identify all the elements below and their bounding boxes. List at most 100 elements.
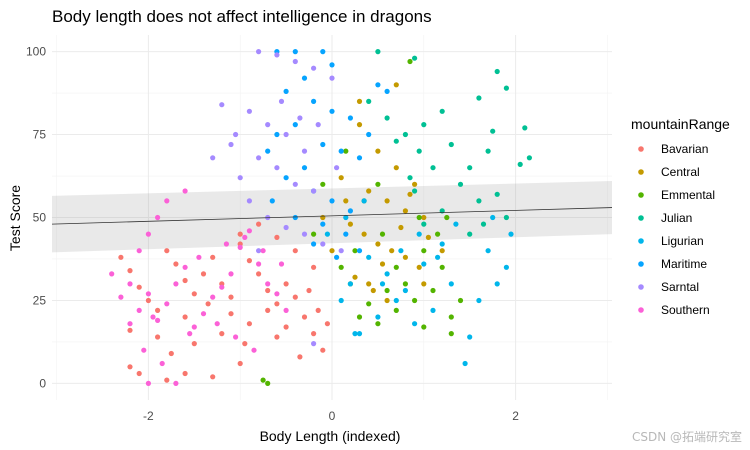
data-point — [237, 360, 243, 367]
data-point — [421, 214, 427, 221]
data-point — [320, 347, 326, 353]
data-point — [127, 321, 133, 327]
data-point — [393, 165, 399, 171]
data-point — [384, 271, 390, 277]
data-point — [265, 307, 271, 313]
data-point — [182, 277, 188, 284]
legend-label-julian: Julian — [661, 211, 692, 225]
data-point — [145, 231, 151, 237]
data-point — [425, 234, 431, 240]
data-point — [306, 287, 312, 294]
data-point — [356, 331, 363, 337]
legend-label-southern: Southern — [661, 303, 710, 317]
data-point — [421, 261, 427, 267]
data-point — [274, 301, 280, 307]
data-point — [389, 248, 395, 254]
data-point — [265, 287, 271, 294]
data-point — [311, 331, 317, 337]
y-tick-label: 0 — [39, 376, 46, 390]
data-point — [274, 234, 280, 240]
data-point — [182, 264, 188, 270]
data-point — [435, 254, 441, 260]
data-point — [214, 321, 220, 327]
legend-key-southern — [638, 307, 644, 313]
data-point — [301, 231, 308, 237]
data-point — [416, 214, 422, 221]
data-point — [155, 317, 161, 323]
data-point — [311, 65, 317, 71]
data-point — [301, 75, 308, 81]
data-point — [347, 115, 353, 121]
data-point — [301, 165, 308, 171]
data-point — [283, 281, 289, 287]
data-point — [343, 214, 349, 221]
data-point — [269, 198, 275, 204]
data-point — [233, 334, 239, 340]
data-point — [292, 181, 298, 187]
data-point — [494, 191, 500, 197]
data-point — [320, 141, 326, 148]
legend-label-emmental: Emmental — [661, 188, 715, 202]
data-point — [393, 264, 399, 270]
data-point — [320, 221, 326, 227]
y-axis-ticks: 0 25 50 75 100 — [26, 45, 46, 391]
data-point — [118, 254, 124, 260]
data-point — [274, 52, 280, 58]
data-point — [490, 128, 496, 134]
data-point — [145, 380, 151, 386]
data-point — [462, 360, 468, 367]
data-point — [301, 148, 308, 154]
legend: mountainRange Bavarian Central Emmental Jul… — [631, 116, 730, 317]
data-point — [155, 307, 161, 313]
data-point — [256, 271, 262, 277]
data-point — [109, 271, 115, 277]
data-point — [379, 261, 386, 267]
data-point — [453, 221, 459, 227]
data-point — [301, 314, 308, 320]
data-point — [155, 214, 161, 221]
data-point — [237, 175, 243, 181]
legend-key-bavarian — [638, 146, 644, 152]
data-point — [265, 122, 271, 128]
data-point — [412, 55, 418, 61]
data-point — [219, 331, 225, 337]
y-tick-label: 50 — [33, 211, 47, 225]
y-axis-title: Test Score — [7, 185, 23, 251]
data-point — [402, 208, 408, 214]
data-point — [260, 377, 266, 383]
plot-panel — [51, 35, 613, 400]
data-point — [421, 248, 427, 254]
data-point — [246, 198, 252, 204]
trend-line — [51, 207, 613, 225]
data-point — [219, 284, 225, 290]
data-point — [246, 108, 252, 114]
data-point — [494, 68, 500, 75]
data-point — [522, 125, 528, 131]
data-point — [278, 261, 285, 267]
data-point — [256, 261, 262, 267]
data-point — [356, 248, 363, 254]
x-tick-label: 0 — [329, 409, 336, 423]
data-point — [274, 131, 280, 138]
data-point — [242, 341, 248, 347]
data-point — [150, 314, 156, 320]
data-point — [256, 221, 262, 227]
series-sarntal — [210, 49, 344, 347]
data-point — [136, 370, 142, 377]
data-point — [407, 191, 413, 197]
x-axis-title: Body Length (indexed) — [260, 428, 401, 444]
data-point — [356, 122, 363, 128]
data-point — [338, 297, 344, 304]
data-point — [210, 155, 216, 161]
data-point — [370, 287, 376, 294]
data-point — [416, 231, 422, 237]
data-point — [182, 370, 188, 377]
data-point — [375, 82, 381, 88]
data-point — [494, 281, 500, 287]
data-point — [412, 181, 418, 187]
data-point — [402, 131, 408, 138]
data-point — [324, 321, 330, 327]
data-point — [480, 221, 487, 227]
data-point — [233, 131, 239, 138]
data-point — [228, 271, 234, 277]
